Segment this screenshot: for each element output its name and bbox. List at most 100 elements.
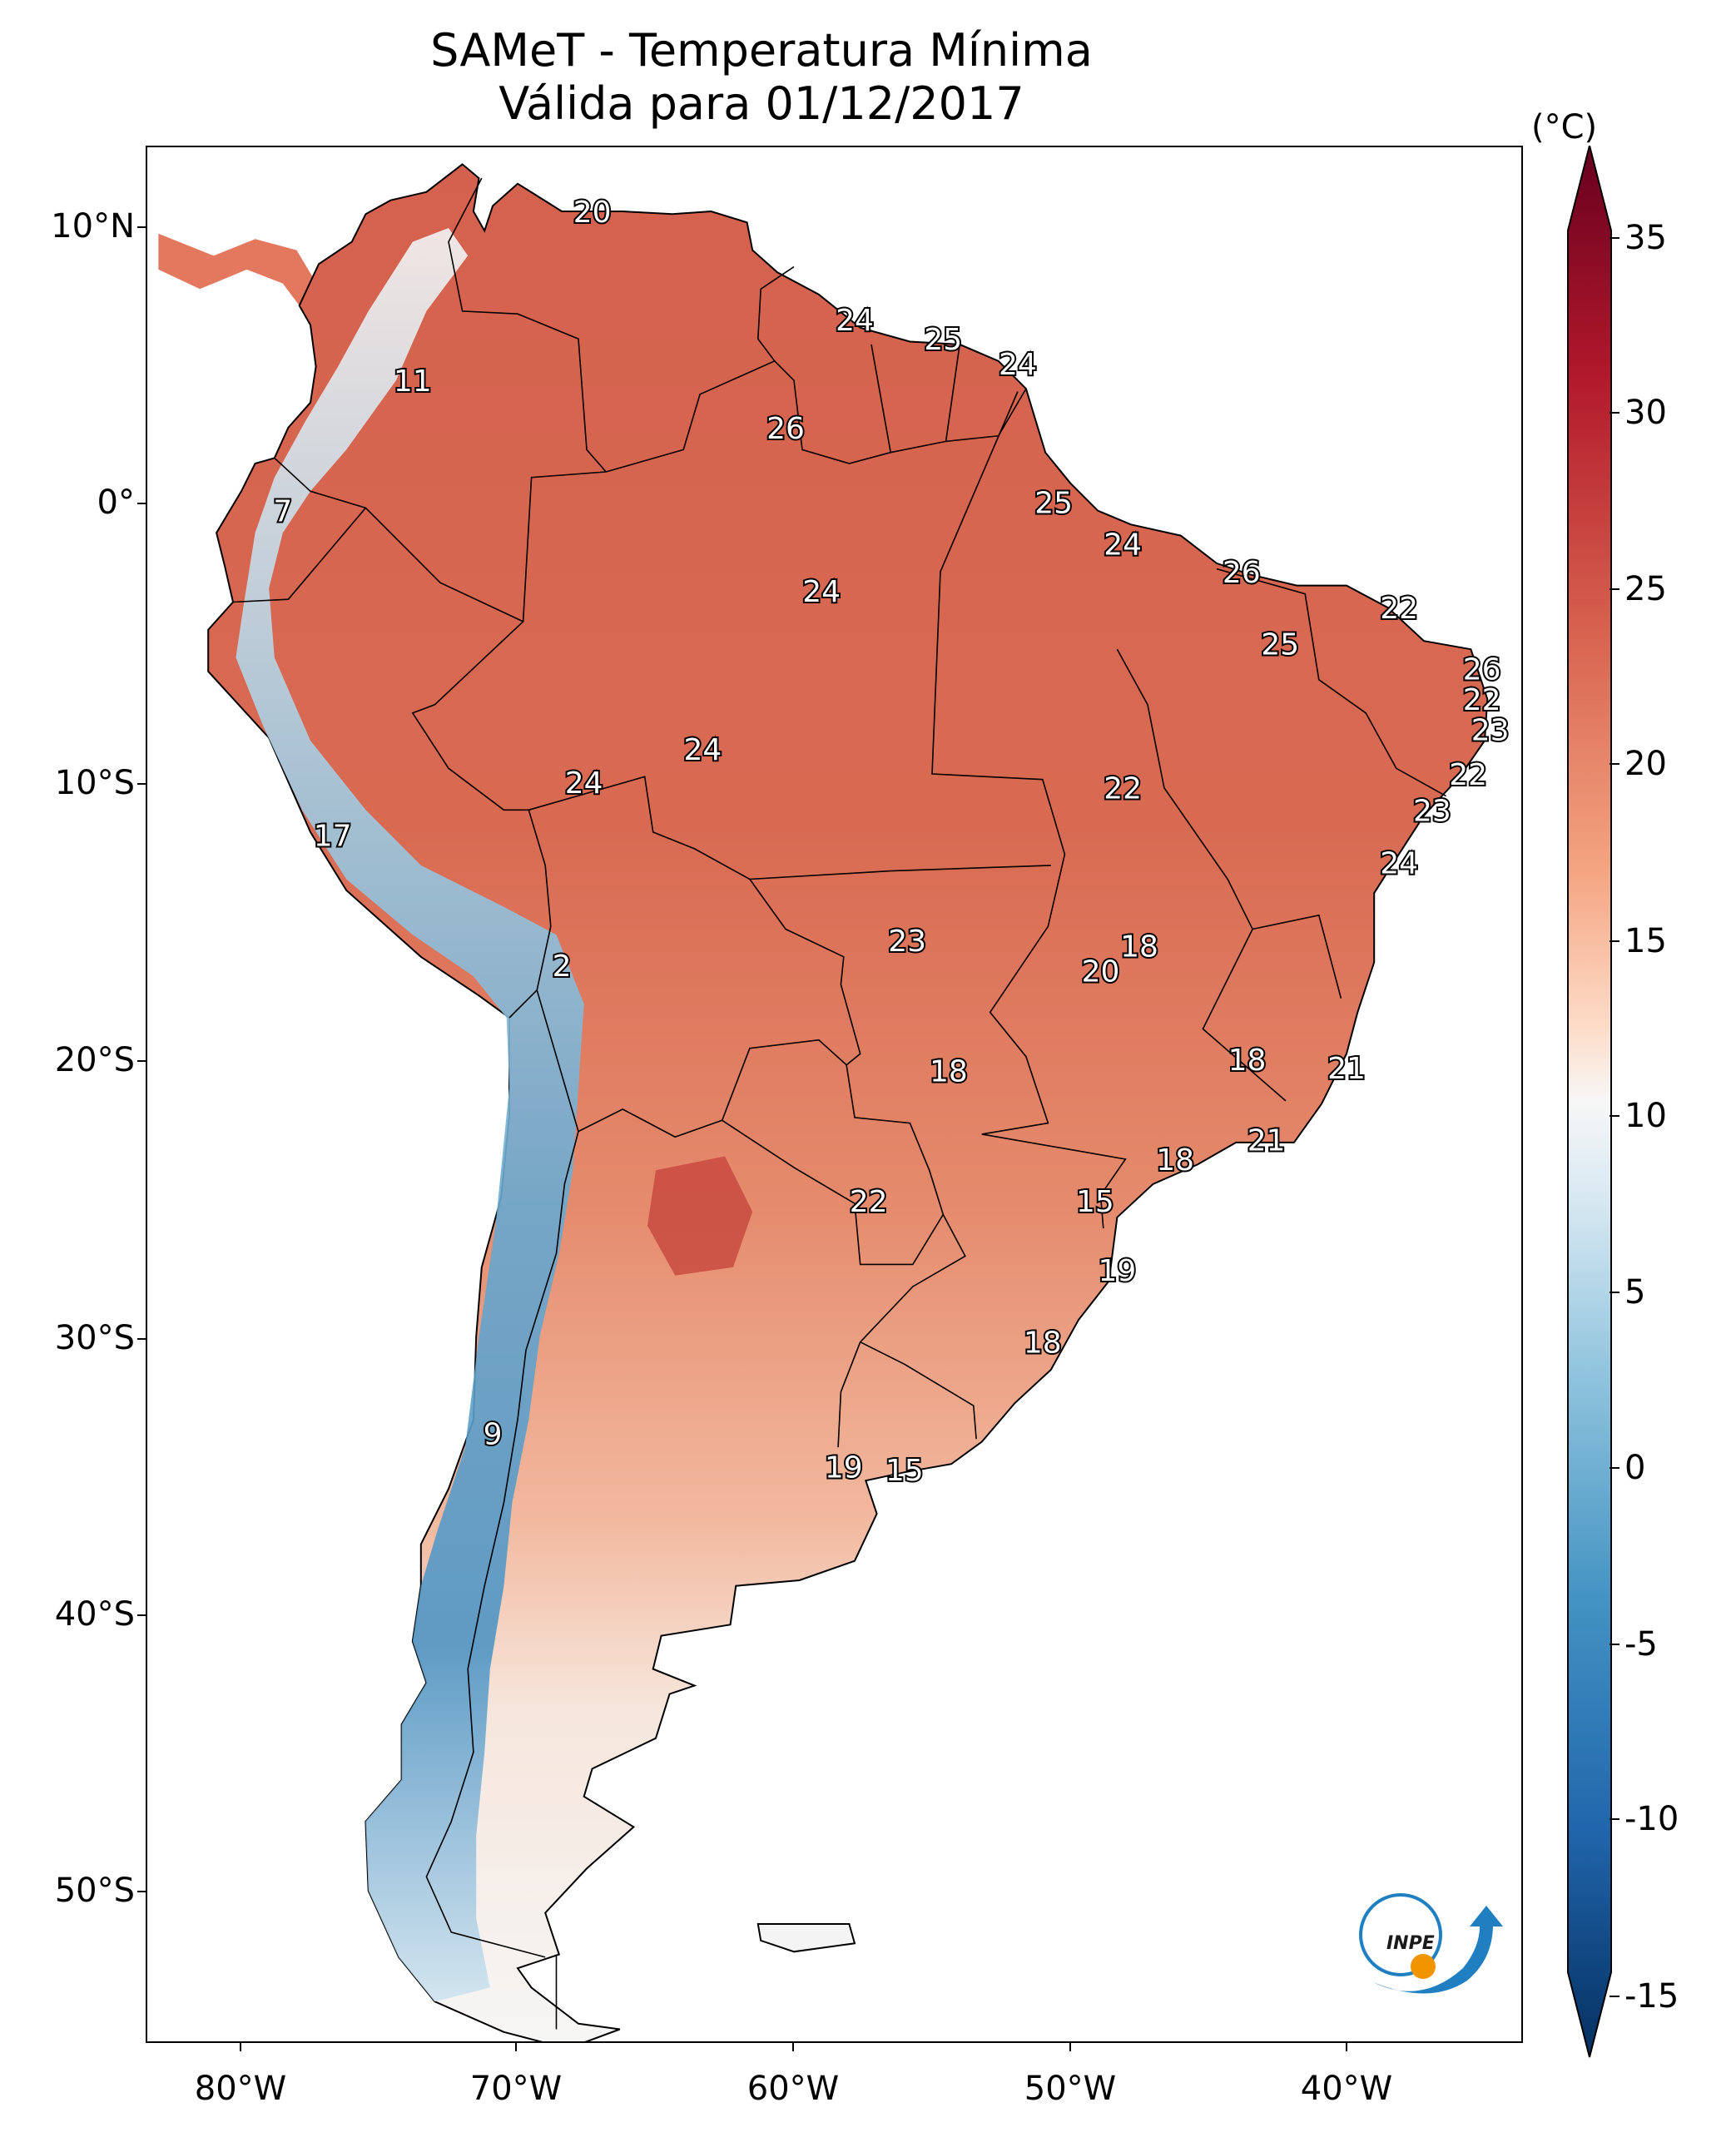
contour-label: 26 xyxy=(766,412,805,446)
lat-label-40s: 40°S xyxy=(54,1595,135,1634)
colorbar-tick xyxy=(1610,1996,1619,1997)
border-line xyxy=(528,776,861,1066)
contour-label: 15 xyxy=(1076,1185,1114,1219)
contour-label: 20 xyxy=(573,196,612,230)
contour-label: 21 xyxy=(1247,1124,1286,1158)
contour-label: 22 xyxy=(1380,592,1418,626)
contour-label: 2 xyxy=(553,950,572,984)
lat-label-50s: 50°S xyxy=(54,1872,135,1910)
lat-tick xyxy=(137,226,146,228)
chaco-warm-spot xyxy=(647,1156,753,1276)
lat-tick xyxy=(137,1060,146,1062)
border-line xyxy=(931,391,1127,1229)
contour-label: 24 xyxy=(1380,847,1418,881)
colorbar-label: 15 xyxy=(1624,922,1667,960)
inpe-logo: INPE xyxy=(1359,1893,1503,1994)
andes-cold-band xyxy=(236,228,584,2002)
colorbar-tick xyxy=(1610,1467,1619,1469)
border-line xyxy=(860,1341,977,1440)
colorbar-label: -10 xyxy=(1624,1800,1679,1838)
colorbar-label: 20 xyxy=(1624,745,1667,783)
contour-label: 15 xyxy=(885,1454,924,1488)
colorbar-unit: (°C) xyxy=(1531,108,1598,146)
logo-orange-dot xyxy=(1411,1954,1436,1979)
contour-label: 24 xyxy=(1104,528,1142,563)
border-line xyxy=(756,265,795,362)
contour-label: 22 xyxy=(1449,758,1487,792)
colorbar-label: 35 xyxy=(1624,219,1667,257)
contour-label: 18 xyxy=(1120,930,1158,964)
border-line xyxy=(605,359,1027,473)
colorbar-tick xyxy=(1610,588,1619,590)
lat-tick xyxy=(137,1614,146,1616)
contour-label: 18 xyxy=(930,1054,968,1088)
contour-label: 22 xyxy=(1104,772,1142,806)
border-line xyxy=(536,989,847,1138)
lon-tick xyxy=(515,2043,517,2051)
colorbar-tick xyxy=(1610,412,1619,414)
contour-label: 24 xyxy=(999,348,1037,382)
map-subtitle: Válida para 01/12/2017 xyxy=(498,77,1024,130)
contour-label: 18 xyxy=(1156,1143,1194,1178)
colorbar-tick xyxy=(1610,940,1619,942)
contour-label: 19 xyxy=(825,1451,863,1485)
contour-label: 26 xyxy=(1463,653,1501,687)
lat-tick xyxy=(137,1338,146,1340)
border-line xyxy=(870,344,891,453)
contour-label: 26 xyxy=(1223,556,1261,590)
colorbar-tick xyxy=(1610,1644,1619,1645)
contour-label: 24 xyxy=(836,304,874,338)
lat-label-30s: 30°S xyxy=(54,1319,135,1357)
lon-label-50w: 50°W xyxy=(1024,2070,1117,2108)
contour-label: 22 xyxy=(1463,683,1501,717)
contour-label: 21 xyxy=(1327,1052,1366,1086)
border-line xyxy=(1216,568,1446,797)
border-line xyxy=(448,177,607,473)
map-title: SAMeT - Temperatura Mínima xyxy=(430,24,1093,77)
lat-tick xyxy=(137,783,146,785)
lon-label-40w: 40°W xyxy=(1300,2070,1393,2108)
isthmus-region xyxy=(158,233,314,306)
contour-label: 25 xyxy=(1261,628,1299,662)
contour-label: 23 xyxy=(1471,714,1510,748)
border-line xyxy=(837,1341,861,1448)
border-line xyxy=(1202,929,1287,1102)
colorbar-tick xyxy=(1610,763,1619,765)
border-line xyxy=(945,344,960,442)
logo-text: INPE xyxy=(1386,1933,1435,1954)
colorbar-tick xyxy=(1610,1818,1619,1820)
lat-label-0: 0° xyxy=(97,483,135,522)
lon-label-80w: 80°W xyxy=(194,2070,287,2108)
colorbar-tick xyxy=(1610,1115,1619,1117)
contour-label: 18 xyxy=(1228,1044,1267,1078)
contour-label: 24 xyxy=(683,733,722,767)
border-line xyxy=(749,865,1051,880)
south-america-landmass xyxy=(207,163,1489,2041)
colorbar xyxy=(1567,146,1612,2058)
contour-label: 25 xyxy=(924,323,962,357)
contour-label: 24 xyxy=(802,575,841,609)
contour-label: 22 xyxy=(850,1185,888,1219)
country-borders xyxy=(232,177,1446,2030)
colorbar-tick xyxy=(1610,1292,1619,1293)
border-line xyxy=(1116,648,1342,999)
border-line xyxy=(411,621,552,1019)
contour-label: 25 xyxy=(1034,487,1073,521)
lon-tick xyxy=(1069,2043,1071,2051)
falkland-islands xyxy=(756,1923,856,1953)
contour-label: 24 xyxy=(565,766,603,801)
border-line xyxy=(274,457,607,623)
lon-tick xyxy=(1346,2043,1347,2051)
colorbar-label: 25 xyxy=(1624,570,1667,608)
contour-label: 11 xyxy=(394,364,432,399)
contour-label: 9 xyxy=(484,1418,503,1452)
contour-label: 7 xyxy=(273,495,292,529)
lat-label-10n: 10°N xyxy=(51,207,135,245)
border-line xyxy=(425,1131,579,1958)
colorbar-label: -15 xyxy=(1624,1977,1679,2016)
lon-label-60w: 60°W xyxy=(746,2070,840,2108)
colorbar-gradient xyxy=(1567,146,1612,2058)
lat-tick xyxy=(137,503,146,504)
